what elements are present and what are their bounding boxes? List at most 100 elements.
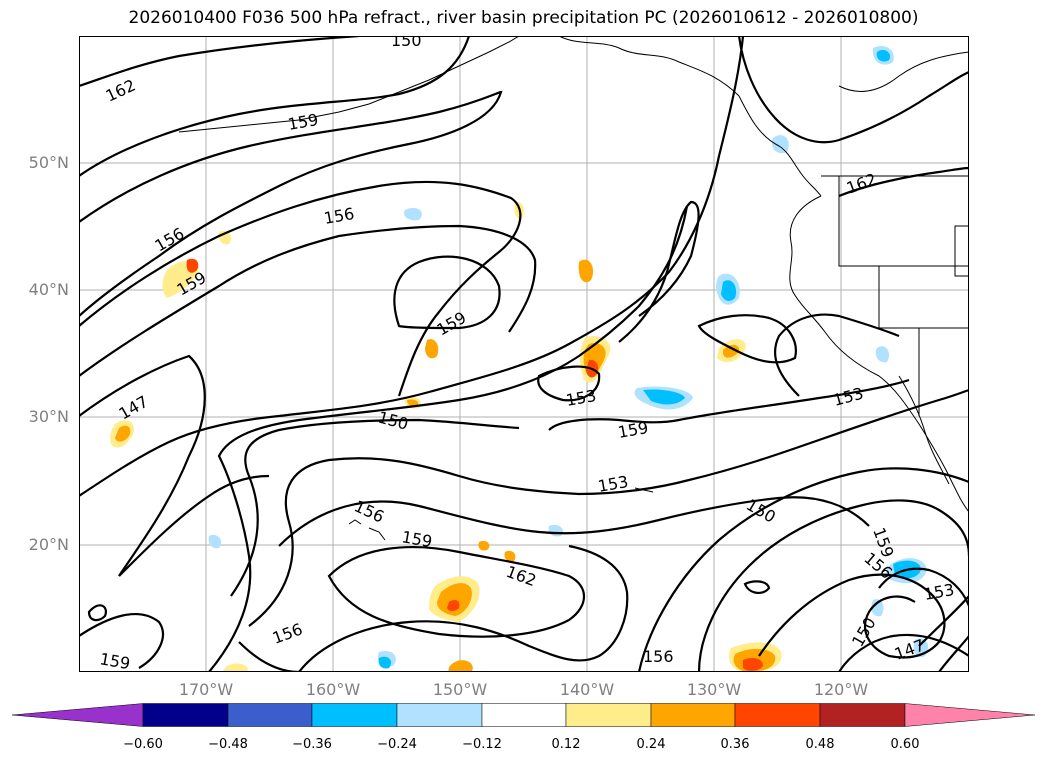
contour-line xyxy=(938,635,969,672)
patch-positive xyxy=(223,663,248,672)
contour-line xyxy=(79,224,537,377)
patch-positive xyxy=(437,583,472,616)
contour-label: 150 xyxy=(848,614,880,650)
patch-positive xyxy=(504,550,516,562)
contour-label: 159 xyxy=(286,110,319,134)
contour-label: 153 xyxy=(831,384,865,410)
patch-negative xyxy=(871,599,884,617)
colorbar-cell xyxy=(227,703,313,727)
patch-positive xyxy=(578,259,594,283)
contour-label: 159 xyxy=(616,418,649,442)
colorbar-cell xyxy=(650,703,736,727)
patch-positive xyxy=(448,660,473,672)
contour-line xyxy=(230,418,520,597)
contour-line xyxy=(774,313,900,397)
colorbar-tick-label: −0.60 xyxy=(123,737,163,752)
contour-label: 150 xyxy=(743,495,779,527)
patch-negative xyxy=(378,656,392,669)
hawaii-islands xyxy=(348,519,362,525)
contour-line xyxy=(537,365,601,402)
contour-line xyxy=(697,314,797,364)
patch-positive xyxy=(186,258,199,273)
contour-label: 153 xyxy=(564,386,597,410)
canada-coast xyxy=(838,51,969,92)
contour-line xyxy=(737,36,969,144)
patch-positive xyxy=(743,658,763,671)
contour-line xyxy=(918,595,969,647)
contour-label: 159 xyxy=(98,649,131,672)
contour-line xyxy=(327,546,585,638)
coastlines xyxy=(178,36,969,541)
colorbar-cell xyxy=(565,703,652,727)
contour-line xyxy=(838,166,969,198)
contour-label: 150 xyxy=(391,36,422,50)
colorbar-cell xyxy=(734,703,821,727)
contour-line xyxy=(79,354,206,577)
contour-label: 153 xyxy=(922,580,955,604)
colorbar-tick-label: 0.36 xyxy=(720,737,750,752)
contour-line xyxy=(208,205,689,672)
patch-negative xyxy=(876,49,891,62)
contour-label: 147 xyxy=(116,392,152,424)
contour-line xyxy=(79,36,360,88)
patch-negative xyxy=(548,524,564,537)
contour-line xyxy=(637,467,969,672)
contour-label: 156 xyxy=(152,224,188,256)
contour-line xyxy=(118,474,270,577)
colorbar-tick-label: 0.60 xyxy=(890,737,920,752)
contour-line xyxy=(298,544,629,672)
contour-label: 147 xyxy=(892,635,927,663)
lon-label-150w: 150°W xyxy=(432,680,488,699)
contour-line xyxy=(878,567,969,607)
contour-line xyxy=(697,499,969,672)
contour-line xyxy=(393,255,501,330)
baja-california xyxy=(898,375,950,485)
patch-positive xyxy=(478,540,490,551)
contour-line xyxy=(79,90,503,317)
contour-line xyxy=(79,613,165,669)
patch-negative xyxy=(875,346,890,363)
patch-positive xyxy=(425,339,439,359)
aleutian-chain xyxy=(178,36,520,133)
contour-line xyxy=(248,388,969,627)
patch-positive xyxy=(447,600,460,611)
lon-label-130w: 130°W xyxy=(686,680,742,699)
lon-label-120w: 120°W xyxy=(813,680,869,699)
contour-lines xyxy=(79,36,969,672)
contour-label: 156 xyxy=(322,204,355,228)
patch-positive xyxy=(723,344,740,358)
colorbar-cell xyxy=(12,703,144,727)
colorbar xyxy=(12,703,1036,727)
patch-negative xyxy=(721,280,737,301)
colorbar-cell xyxy=(481,703,567,727)
colorbar-tick-label: −0.12 xyxy=(462,737,502,752)
contour-line xyxy=(618,200,700,343)
contour-label: 156 xyxy=(270,619,305,647)
contour-line xyxy=(238,641,300,672)
patch-negative xyxy=(208,534,222,549)
lat-label-30n: 30°N xyxy=(28,407,69,426)
hawaii-islands xyxy=(368,527,386,541)
map-panel: 162 159 156 156 159 159 147 150 153 159 … xyxy=(79,36,969,672)
patch-negative xyxy=(403,207,422,221)
colorbar-tick-label: −0.48 xyxy=(208,737,248,752)
contour-line xyxy=(79,180,522,397)
contour-line xyxy=(743,580,771,594)
colorbar-cell xyxy=(819,703,906,727)
patch-positive xyxy=(115,425,131,442)
lon-label-170w: 170°W xyxy=(178,680,234,699)
contour-line xyxy=(758,573,946,659)
colorbar-cell xyxy=(142,703,229,727)
contour-line xyxy=(79,36,745,497)
contour-line xyxy=(838,633,969,672)
colorbar-cell xyxy=(311,703,398,727)
map-canvas: 162 159 156 156 159 159 147 150 153 159 … xyxy=(79,36,969,672)
patch-negative xyxy=(643,389,685,405)
contour-line xyxy=(87,604,107,622)
contour-label: 162 xyxy=(103,75,139,105)
lon-label-160w: 160°W xyxy=(305,680,361,699)
patch-positive xyxy=(407,399,419,407)
colorbar-tick-label: 0.48 xyxy=(805,737,835,752)
contour-line xyxy=(79,36,471,177)
contour-label: 156 xyxy=(643,647,674,666)
